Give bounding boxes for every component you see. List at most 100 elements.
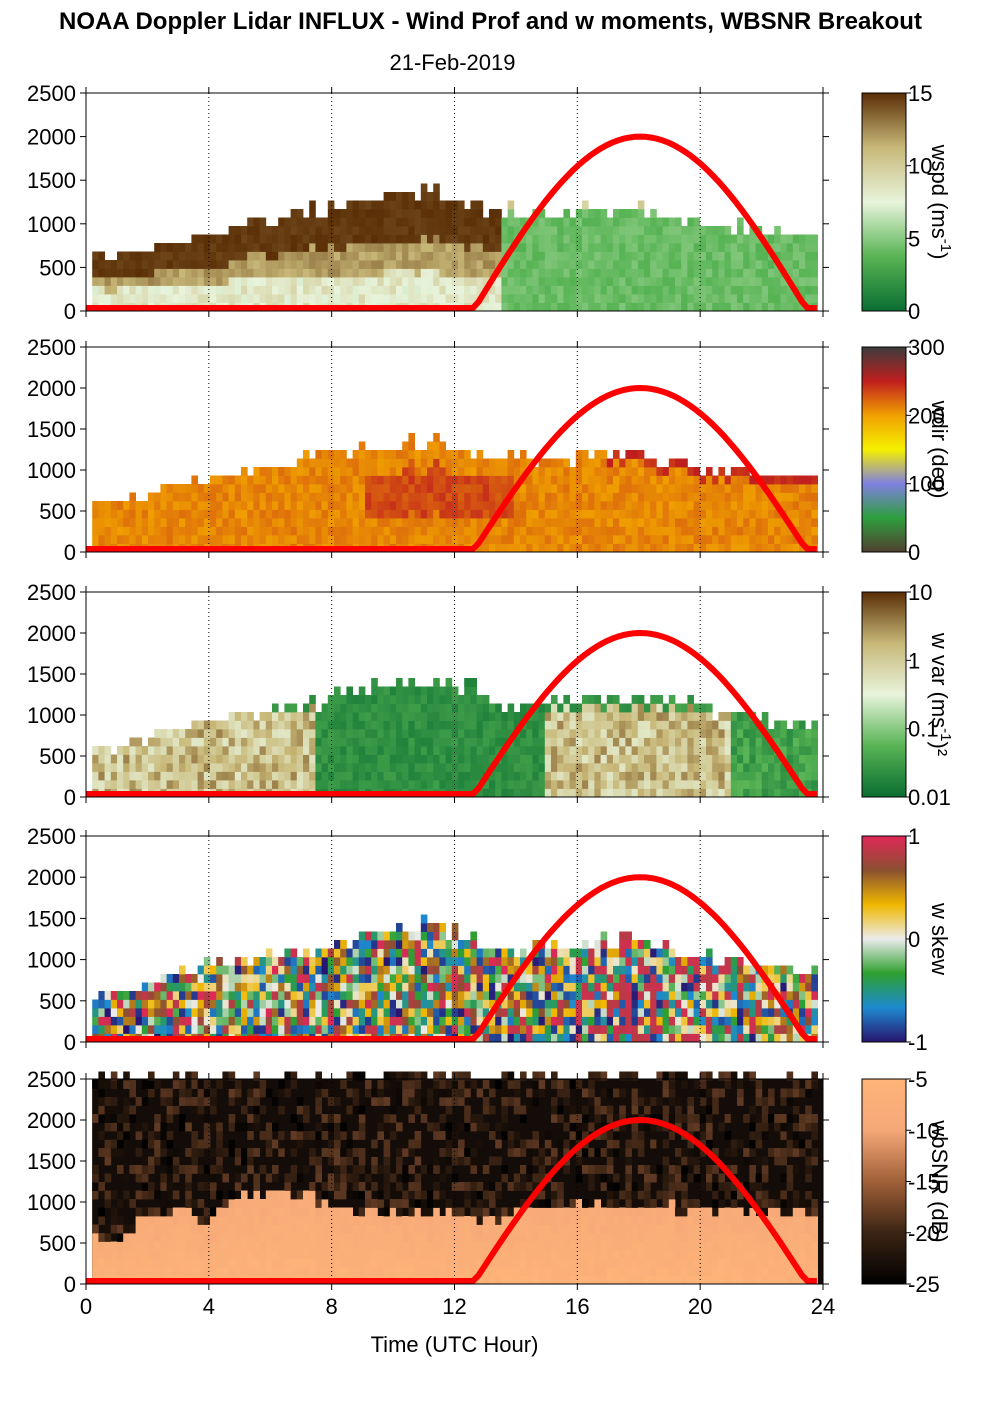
- heatmap-cell: [234, 720, 242, 730]
- heatmap-cell: [706, 957, 713, 966]
- heatmap-cell: [761, 763, 769, 772]
- heatmap-cell: [358, 268, 366, 278]
- heatmap-cell: [749, 746, 756, 755]
- heatmap-cell: [681, 965, 688, 975]
- heatmap-cell: [272, 991, 279, 1000]
- heatmap-cell: [724, 1008, 732, 1017]
- heatmap-cell: [644, 285, 651, 295]
- heatmap-cell: [278, 737, 285, 747]
- heatmap-cell: [216, 484, 223, 493]
- heatmap-cell: [427, 251, 434, 261]
- heatmap-cell: [532, 720, 539, 730]
- heatmap-cell: [123, 1008, 130, 1017]
- heatmap-cell: [433, 780, 440, 789]
- heatmap-cell: [172, 999, 180, 1009]
- heatmap-cell: [191, 277, 198, 286]
- heatmap-cell: [414, 948, 422, 958]
- heatmap-cell: [743, 277, 750, 286]
- heatmap-cell: [464, 458, 471, 468]
- heatmap-cell: [396, 458, 403, 468]
- heatmap-cell: [668, 268, 676, 278]
- heatmap-cell: [352, 999, 360, 1009]
- heatmap-cell: [464, 780, 471, 789]
- heatmap-cell: [520, 771, 527, 781]
- heatmap-cell: [730, 771, 738, 781]
- heatmap-cell: [588, 251, 595, 261]
- heatmap-cell: [582, 543, 589, 553]
- heatmap-cell: [402, 982, 409, 992]
- heatmap-cell: [501, 788, 508, 798]
- heatmap-cell: [253, 268, 260, 278]
- heatmap-cell: [520, 763, 527, 772]
- heatmap-cell: [681, 974, 688, 983]
- heatmap-cell: [445, 780, 453, 789]
- heatmap-cell: [755, 999, 763, 1009]
- heatmap-cell: [315, 475, 322, 485]
- heatmap-cell: [272, 509, 279, 519]
- heatmap-cell: [594, 217, 601, 227]
- heatmap-cell: [445, 260, 453, 269]
- heatmap-cell: [724, 484, 732, 493]
- heatmap-cell: [228, 268, 236, 278]
- heatmap-cell: [191, 974, 198, 983]
- heatmap-cell: [377, 1016, 384, 1026]
- heatmap-cell: [687, 780, 694, 789]
- heatmap-cell: [346, 251, 353, 261]
- heatmap-cell: [650, 712, 657, 721]
- heatmap-cell: [749, 484, 756, 493]
- heatmap-cell: [538, 948, 546, 958]
- heatmap-cell: [185, 518, 192, 527]
- heatmap-cell: [588, 226, 595, 235]
- heatmap-cell: [365, 999, 372, 1009]
- heatmap-cell: [470, 746, 477, 755]
- heatmap-cell: [668, 754, 676, 764]
- heatmap-cell: [458, 492, 465, 502]
- heatmap-cell: [371, 965, 378, 975]
- heatmap-cell: [420, 484, 428, 493]
- heatmap-cell: [427, 518, 434, 527]
- heatmap-cell: [724, 475, 732, 485]
- heatmap-cell: [234, 1016, 242, 1026]
- heatmap-cell: [216, 234, 223, 244]
- heatmap-cell: [253, 991, 260, 1000]
- heatmap-cell: [501, 226, 508, 235]
- heatmap-cell: [216, 260, 223, 269]
- heatmap-cell: [520, 999, 527, 1009]
- heatmap-cell: [613, 268, 620, 278]
- heatmap-cell: [303, 712, 310, 721]
- heatmap-cell: [340, 729, 347, 738]
- heatmap-cell: [222, 475, 229, 485]
- heatmap-cell: [321, 234, 329, 244]
- heatmap-cell: [365, 754, 372, 764]
- heatmap-cell: [414, 729, 422, 738]
- heatmap-cell: [513, 754, 521, 764]
- heatmap-cell: [755, 763, 763, 772]
- heatmap-cell: [402, 458, 409, 468]
- heatmap-cell: [445, 1025, 453, 1034]
- heatmap-cell: [768, 509, 775, 519]
- heatmap-cell: [600, 251, 608, 261]
- heatmap-cell: [662, 467, 670, 476]
- heatmap-cell: [532, 999, 539, 1009]
- heatmap-cell: [544, 763, 552, 772]
- heatmap-cell: [154, 763, 161, 772]
- heatmap-cell: [179, 729, 186, 738]
- heatmap-cell: [253, 1025, 260, 1034]
- heatmap-cell: [532, 501, 539, 510]
- heatmap-cell: [445, 974, 453, 983]
- heatmap-cell: [551, 712, 558, 721]
- heatmap-cell: [755, 251, 763, 261]
- heatmap-cell: [501, 999, 508, 1009]
- heatmap-cell: [321, 475, 329, 485]
- heatmap-cell: [340, 526, 347, 536]
- heatmap-cell: [737, 746, 744, 755]
- heatmap-cell: [253, 501, 260, 510]
- heatmap-cell: [408, 526, 415, 536]
- heatmap-cell: [737, 501, 744, 510]
- heatmap-cell: [365, 948, 372, 958]
- heatmap-cell: [222, 526, 229, 536]
- heatmap-cell: [600, 780, 608, 789]
- heatmap-cell: [371, 475, 378, 485]
- heatmap-cell: [718, 788, 725, 798]
- heatmap-cell: [693, 1033, 701, 1043]
